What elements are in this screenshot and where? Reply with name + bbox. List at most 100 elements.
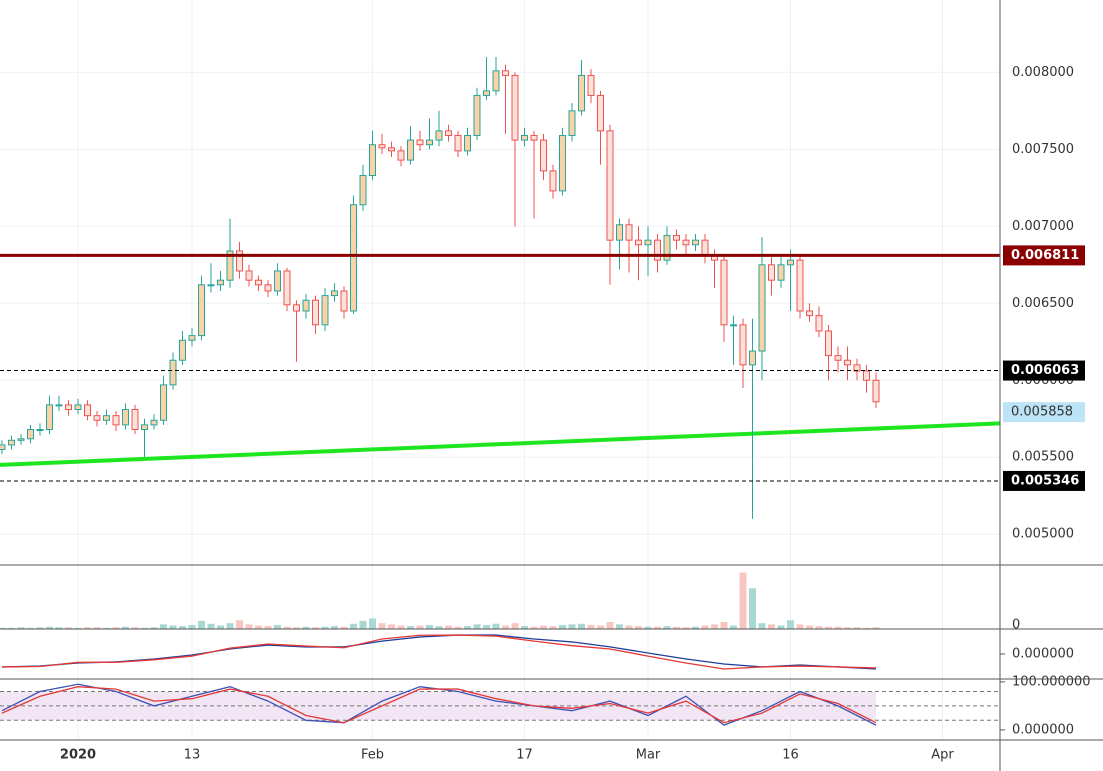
volume-bar: [426, 624, 433, 629]
last-price-label: 0.005858: [1011, 405, 1073, 420]
volume-bar: [673, 626, 680, 629]
plot: [0, 56, 1000, 519]
volume-bar: [340, 626, 348, 629]
volume-bar: [65, 627, 72, 629]
candle-body: [397, 150, 405, 161]
candle-body: [179, 339, 186, 361]
volume-bar: [378, 623, 386, 629]
candle-body: [416, 139, 424, 146]
candle-body: [93, 415, 101, 421]
candle-body: [141, 424, 148, 431]
y-tick-label: 0.006500: [1012, 296, 1074, 311]
volume-bar: [796, 624, 804, 629]
volume-bar: [568, 624, 576, 629]
volume-bar: [635, 626, 642, 629]
x-tick-label: 17: [516, 748, 533, 763]
price-label: 0.005346: [1011, 473, 1079, 488]
volume-bar: [863, 627, 870, 629]
candle-body: [635, 239, 642, 246]
candle-body: [815, 315, 823, 332]
volume-bar: [711, 624, 718, 629]
candle-body: [692, 239, 699, 246]
candle-body: [730, 324, 737, 327]
candle-body: [673, 235, 680, 241]
volume-bar: [93, 627, 101, 629]
volume-bar: [141, 627, 148, 629]
y-tick-label: 0: [1012, 618, 1020, 633]
indicator-line: [1, 634, 877, 670]
x-tick-label: Mar: [636, 748, 661, 763]
volume-bar: [55, 627, 63, 629]
candle-body: [312, 299, 319, 326]
volume-bar: [559, 624, 566, 629]
volume-bar: [407, 626, 414, 629]
y-tick-label: 0.007500: [1012, 142, 1074, 157]
volume-bar: [350, 623, 357, 629]
candle-body: [473, 94, 481, 136]
candle-body: [578, 74, 585, 112]
price-label-box: [1003, 360, 1085, 381]
volume-bar: [169, 625, 177, 629]
volume-bar: [331, 626, 338, 629]
candle-body: [796, 259, 804, 312]
candle-body: [0, 444, 6, 451]
x-tick-label: Feb: [361, 748, 384, 763]
candle-body: [606, 130, 614, 241]
volume-bar: [777, 625, 785, 629]
x-tick-label: 16: [782, 748, 799, 763]
candle-body: [549, 170, 557, 192]
volume-bar: [255, 625, 262, 629]
volume-bar: [150, 627, 158, 629]
candle-body: [27, 429, 34, 440]
volume-bar: [293, 627, 300, 629]
candle-body: [359, 175, 367, 206]
candle-body: [787, 259, 794, 266]
candle-body: [654, 239, 661, 261]
candle-body: [872, 379, 880, 403]
volume-bar: [179, 626, 186, 629]
candle-body: [625, 224, 633, 241]
candle-body: [530, 134, 538, 141]
volume-bar: [749, 588, 756, 629]
volume-bar: [492, 623, 500, 629]
volume-bar: [844, 627, 851, 629]
candle-body: [217, 279, 224, 286]
volume-bar: [578, 623, 585, 629]
volume-bar: [806, 625, 813, 629]
price-label-box: [1003, 470, 1085, 491]
candle-body: [844, 359, 851, 366]
candle-body: [84, 404, 91, 417]
volume-bar: [720, 622, 728, 629]
volume-bar: [416, 625, 424, 629]
candle-body: [274, 270, 281, 292]
volume-bar: [625, 625, 633, 629]
volume-bar: [511, 623, 519, 629]
candle-body: [492, 70, 500, 92]
x-tick-label: Apr: [931, 748, 954, 763]
candle-body: [768, 264, 775, 281]
price-label-box: [1003, 245, 1085, 266]
volume-bar: [730, 625, 737, 629]
volume-bar: [188, 624, 196, 629]
volume-bar: [758, 623, 766, 629]
volume-bar: [454, 626, 462, 629]
volume-bar: [616, 624, 623, 629]
candle-body: [616, 224, 623, 241]
volume-bar: [312, 627, 319, 629]
volume-bar: [521, 626, 528, 629]
volume-bar: [388, 624, 395, 629]
candle-body: [236, 250, 243, 272]
candle-body: [331, 290, 338, 297]
candle-body: [407, 139, 414, 161]
volume-bar: [112, 627, 120, 629]
volume-bar: [682, 627, 690, 629]
candle-body: [302, 299, 310, 312]
volume-bar: [597, 625, 604, 629]
candle-body: [825, 330, 832, 357]
candle-body: [150, 419, 158, 426]
x-tick-label: 13: [184, 748, 201, 763]
volume-bar: [787, 620, 794, 629]
volume-bar: [739, 572, 747, 629]
volume-bar: [483, 624, 490, 629]
candle-body: [863, 370, 870, 381]
